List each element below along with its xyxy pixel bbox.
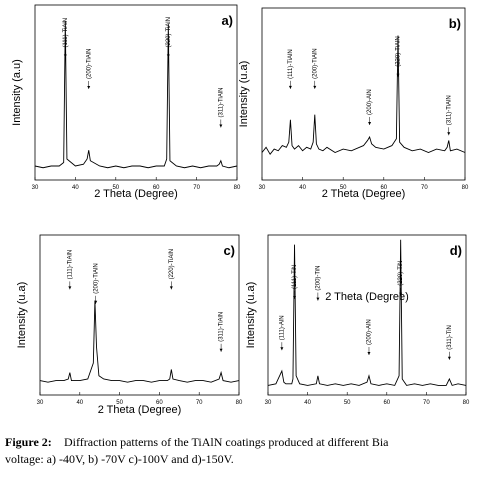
arrow-head — [94, 300, 98, 304]
arrow-head — [447, 132, 451, 136]
caption-line: voltage: a) -40V, b) -70V c)-100V and d)… — [5, 452, 234, 466]
arrow-head — [219, 348, 223, 352]
x-tick-label: 30 — [37, 400, 44, 406]
y-axis-label: Intensity (u.a) — [16, 282, 28, 349]
x-tick-label: 60 — [383, 400, 390, 406]
arrow-head — [219, 124, 223, 128]
x-tick-label: 80 — [234, 185, 241, 191]
x-tick-label: 40 — [304, 400, 311, 406]
arrow-head — [316, 297, 320, 301]
x-tick-label: 50 — [112, 185, 119, 191]
plot-frame — [39, 234, 240, 396]
annotation-label: (111)-TiN — [292, 265, 298, 289]
x-tick-label: 80 — [462, 185, 469, 191]
x-tick-label: 70 — [421, 185, 428, 191]
arrow-head — [447, 356, 451, 360]
annotation-label: (200)-AlN — [367, 319, 373, 345]
x-tick-label: 40 — [72, 185, 79, 191]
x-tick-label: 40 — [76, 400, 83, 406]
plot-frame — [261, 7, 466, 181]
arrow-head — [367, 352, 371, 355]
x-tick-label: 60 — [380, 185, 387, 191]
arrow-head — [166, 54, 170, 58]
arrow-head — [368, 121, 372, 125]
annotation-label: (111)-TiAlN — [67, 250, 73, 280]
pattern-line — [267, 239, 467, 386]
annotation-label: (220)-TiAlN — [396, 36, 402, 66]
annotation-label: (220)-TiAlN — [166, 17, 172, 47]
x-axis-label: 2 Theta (Degree) — [325, 291, 409, 303]
annotation-label: (200)-TiN — [315, 265, 321, 290]
annotation-label: (311)-TiN — [447, 325, 453, 350]
x-axis-label: 2 Theta (Degree) — [94, 188, 178, 200]
caption-label: Figure 2: — [5, 435, 52, 449]
annotation-label: (200)-TiAlN — [93, 263, 99, 293]
y-axis-label: Intensity (u.a) — [238, 61, 250, 128]
y-axis-label: Intensity (a.u) — [11, 59, 23, 126]
pattern-line — [34, 20, 238, 169]
y-axis-label: Intensity (u.a) — [245, 282, 257, 349]
panel-label: b) — [449, 16, 461, 31]
x-tick-label: 80 — [236, 400, 243, 406]
panel-label: c) — [223, 243, 235, 258]
annotation-label: (111)-TiAlN — [63, 18, 69, 48]
x-tick-label: 80 — [463, 400, 470, 406]
x-tick-label: 50 — [340, 185, 347, 191]
arrow-head — [87, 86, 91, 89]
annotation-label: (200)-TiAlN — [86, 49, 92, 79]
x-tick-label: 30 — [265, 400, 272, 406]
caption-line: Diffraction patterns of the TiAlN coatin… — [64, 435, 389, 449]
annotation-label: (311)-TiAlN — [218, 87, 224, 117]
arrow-head — [396, 73, 400, 77]
pattern-line — [261, 35, 466, 155]
pattern-line — [39, 300, 240, 383]
x-tick-label: 60 — [153, 185, 160, 191]
arrow-head — [288, 85, 292, 89]
x-tick-label: 50 — [344, 400, 351, 406]
x-tick-label: 70 — [196, 400, 203, 406]
x-tick-label: 70 — [423, 400, 430, 406]
arrow-head — [313, 85, 317, 89]
x-tick-label: 30 — [259, 185, 266, 191]
arrow-head — [68, 286, 72, 290]
annotation-label: (200)-TiAlN — [312, 48, 318, 78]
annotation-label: (220)-TiN — [398, 261, 404, 286]
panel-label: d) — [450, 243, 462, 258]
x-axis-label: 2 Theta (Degree) — [322, 188, 406, 200]
annotation-label: (111)-AlN — [279, 315, 285, 340]
plot-frame — [267, 234, 467, 396]
x-tick-label: 70 — [193, 185, 200, 191]
arrow-head — [293, 296, 297, 299]
x-tick-label: 50 — [116, 400, 123, 406]
annotation-label: (311)-TiAlN — [219, 312, 225, 342]
arrow-head — [169, 286, 173, 290]
annotation-label: (200)-AlN — [367, 89, 373, 115]
arrow-head — [280, 347, 284, 351]
annotation-label: (111)-TiAlN — [288, 49, 294, 79]
annotation-label: (220)-TiAlN — [169, 249, 175, 279]
panel-label: a) — [221, 13, 233, 28]
x-tick-label: 60 — [156, 400, 163, 406]
plot-frame — [34, 4, 238, 181]
arrow-head — [399, 292, 403, 296]
annotation-label: (311)-TiAlN — [446, 95, 452, 125]
arrow-head — [63, 54, 67, 58]
x-tick-label: 30 — [32, 185, 39, 191]
x-axis-label: 2 Theta (Degree) — [98, 404, 182, 416]
x-tick-label: 40 — [299, 185, 306, 191]
